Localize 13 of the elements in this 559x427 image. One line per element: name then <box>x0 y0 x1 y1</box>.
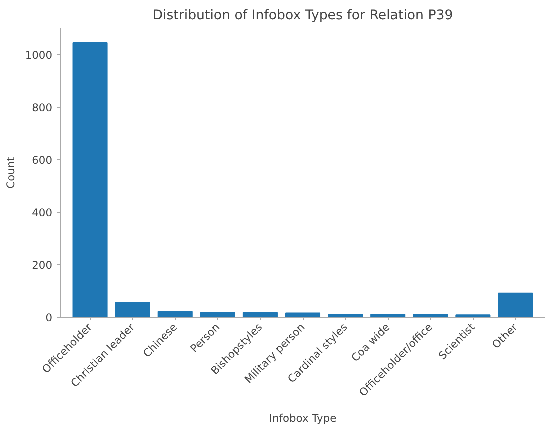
y-tick-label: 600 <box>32 154 53 167</box>
bar <box>72 42 108 318</box>
chart-title: Distribution of Infobox Types for Relation P39 <box>152 8 454 24</box>
y-tick-label: 800 <box>32 101 53 114</box>
y-tick-label: 400 <box>32 206 53 220</box>
y-axis-title: Count <box>4 157 18 189</box>
x-axis-title: Infobox Type <box>269 412 337 425</box>
y-tick-label: 200 <box>32 258 53 272</box>
bar <box>498 292 534 318</box>
bar <box>115 302 150 318</box>
bar <box>158 311 193 318</box>
y-tick-label: 0 <box>46 312 53 324</box>
y-tick-label: 1000 <box>25 48 53 62</box>
